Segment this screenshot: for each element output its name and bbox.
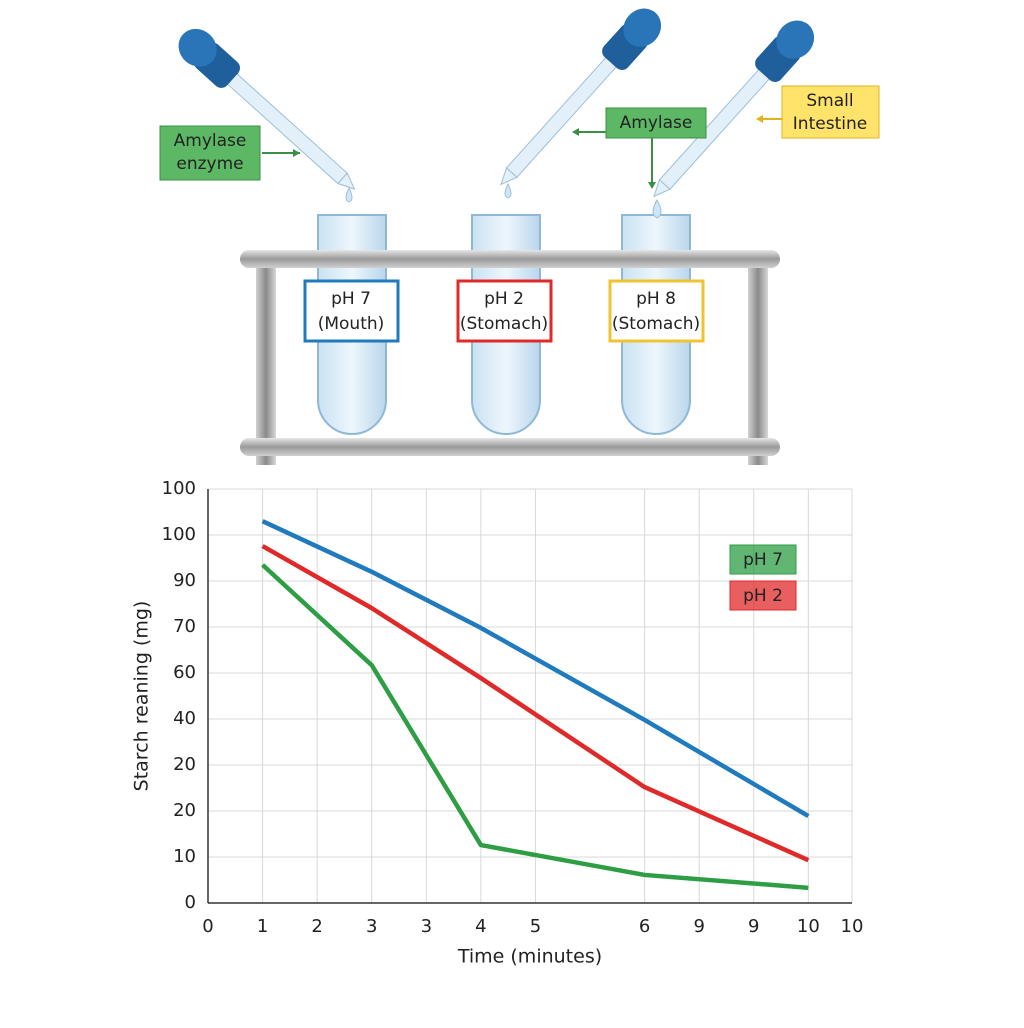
rack-bars: [240, 250, 780, 456]
tube-ph: pH 7: [331, 289, 371, 309]
y-tick-label: 40: [173, 708, 196, 729]
tube-labels: pH 7 (Mouth) pH 2 (Stomach) pH 8 (Stomac…: [303, 279, 705, 343]
x-tick-label: 9: [748, 916, 759, 937]
x-tick-label: 1: [257, 916, 268, 937]
tube-place: (Stomach): [460, 314, 548, 334]
y-axis-label: Starch reaning (mg): [131, 601, 153, 792]
y-tick-label: 0: [185, 892, 196, 913]
x-tick-label: 3: [366, 916, 377, 937]
legend-label: pH 7: [743, 550, 783, 570]
y-tick-label: 100: [162, 478, 196, 499]
droppers: [178, 8, 815, 219]
rack: [256, 250, 768, 465]
y-tick-label: 60: [173, 662, 196, 683]
y-tick-label: 20: [173, 800, 196, 821]
y-tick-label: 70: [173, 616, 196, 637]
x-axis-label: Time (minutes): [457, 946, 602, 968]
legend-swatch: [729, 580, 797, 611]
tube-place: (Mouth): [318, 314, 385, 334]
legend-label: pH 2: [743, 586, 783, 606]
series-line: [261, 519, 810, 819]
x-tick-label: 5: [530, 916, 541, 937]
tube-place: (Stomach): [612, 314, 700, 334]
callout: Amylase: [620, 113, 693, 133]
x-tick-label: 0: [202, 916, 213, 937]
callout-line: enzyme: [176, 154, 243, 174]
x-tick-label: 4: [475, 916, 486, 937]
y-tick-label: 20: [173, 754, 196, 775]
series-line: [261, 544, 810, 863]
callout-line: Intestine: [793, 114, 867, 134]
series-line: [261, 563, 809, 891]
callout-line: Small: [806, 91, 853, 111]
x-tick-label: 6: [639, 916, 650, 937]
x-tick-label: 2: [311, 916, 322, 937]
y-tick-label: 10: [173, 846, 196, 867]
callouts: Amylase enzyme Amylase Small Intestine: [159, 85, 880, 189]
x-tick-label: 10: [797, 916, 820, 937]
x-tick-label: 9: [693, 916, 704, 937]
tube-ph: pH 8: [636, 289, 676, 309]
y-tick-label: 100: [162, 524, 196, 545]
x-tick-label: 10: [841, 916, 864, 937]
tube-ph: pH 2: [484, 289, 524, 309]
callout-line: Amylase: [174, 131, 247, 151]
x-tick-label: 3: [421, 916, 432, 937]
legend-swatch: [729, 544, 797, 575]
y-tick-label: 90: [173, 570, 196, 591]
